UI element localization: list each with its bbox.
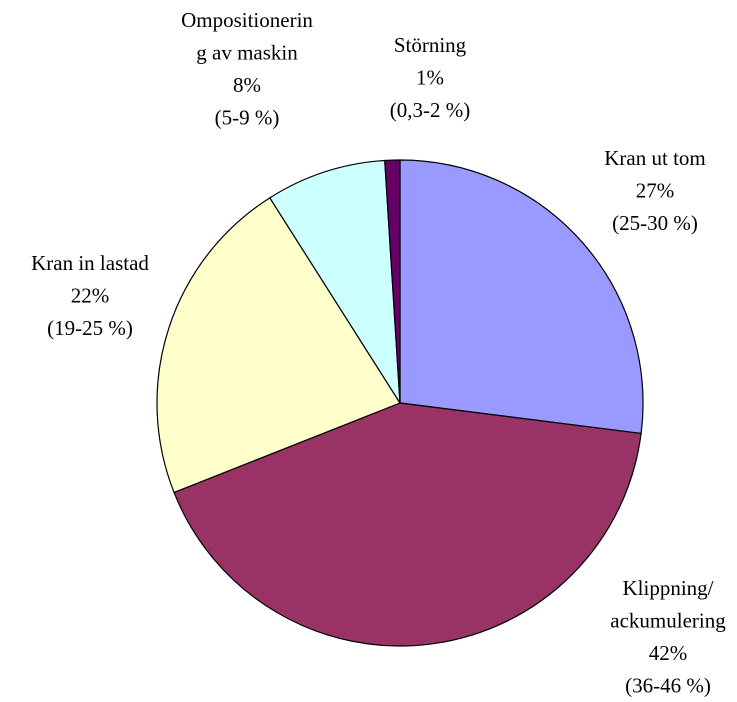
slice-label: Störning bbox=[394, 33, 467, 57]
slice-range: (25-30 %) bbox=[612, 211, 698, 235]
slice-label: g av maskin bbox=[196, 40, 298, 64]
slice-range: (0,3-2 %) bbox=[390, 98, 470, 122]
slice-range: (5-9 %) bbox=[215, 105, 280, 129]
slice-value: 1% bbox=[416, 65, 444, 89]
slice-range: (19-25 %) bbox=[47, 316, 133, 340]
slice-value: 27% bbox=[636, 178, 675, 202]
slice-label: Kran in lastad bbox=[31, 251, 149, 275]
slice-label: Kran ut tom bbox=[604, 146, 705, 170]
slice-value: 42% bbox=[649, 641, 688, 665]
slice-label: Klippning/ bbox=[622, 576, 713, 600]
slice-value: 8% bbox=[233, 73, 261, 97]
slice-range: (36-46 %) bbox=[625, 673, 711, 697]
pie-slice bbox=[399, 159, 644, 435]
pie-slice bbox=[173, 402, 642, 647]
slice-value: 22% bbox=[71, 283, 110, 307]
pie-slice bbox=[268, 159, 401, 404]
slice-label: ackumulering bbox=[610, 608, 726, 632]
pie-slice bbox=[156, 196, 401, 494]
pie-slice bbox=[384, 159, 401, 404]
slice-label: Ompositionerin bbox=[181, 8, 313, 32]
